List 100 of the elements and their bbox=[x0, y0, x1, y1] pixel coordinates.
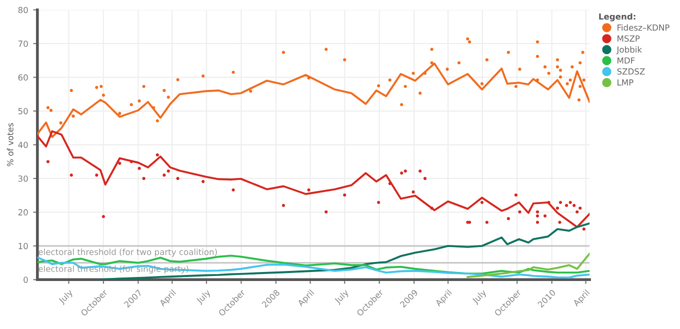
point bbox=[558, 68, 562, 72]
point bbox=[430, 48, 434, 51]
point bbox=[577, 98, 581, 102]
point bbox=[446, 68, 449, 71]
point bbox=[412, 72, 415, 75]
point bbox=[518, 68, 522, 71]
point bbox=[547, 72, 550, 75]
point bbox=[282, 50, 286, 54]
point bbox=[468, 40, 472, 44]
point bbox=[377, 84, 380, 88]
point bbox=[430, 61, 434, 64]
point bbox=[558, 220, 562, 224]
point bbox=[568, 78, 572, 82]
y-tick-label: 20 bbox=[18, 209, 28, 216]
point bbox=[558, 200, 562, 204]
point bbox=[324, 48, 328, 51]
legend-title: Legend: bbox=[599, 13, 636, 22]
point bbox=[466, 37, 470, 40]
point bbox=[176, 176, 180, 180]
point bbox=[578, 84, 582, 88]
point bbox=[49, 108, 53, 112]
point bbox=[556, 206, 560, 210]
point bbox=[457, 61, 461, 64]
legend-label: LMP bbox=[618, 79, 634, 86]
point bbox=[307, 188, 310, 192]
point bbox=[582, 228, 586, 231]
y-tick-label: 0 bbox=[24, 276, 28, 283]
point bbox=[536, 220, 540, 224]
point bbox=[564, 204, 568, 208]
point bbox=[536, 54, 540, 58]
line-series bbox=[466, 252, 590, 278]
point bbox=[102, 94, 105, 97]
point bbox=[70, 88, 73, 92]
point bbox=[418, 92, 422, 95]
point bbox=[118, 162, 122, 165]
point bbox=[566, 82, 569, 86]
point bbox=[485, 220, 488, 224]
point bbox=[162, 174, 166, 177]
point bbox=[480, 82, 484, 86]
point bbox=[59, 121, 62, 124]
point bbox=[377, 200, 380, 204]
point bbox=[142, 176, 146, 180]
point bbox=[418, 170, 422, 173]
point bbox=[72, 114, 75, 118]
y-tick-label: 80 bbox=[18, 6, 28, 14]
y-tick-label: 40 bbox=[18, 142, 28, 148]
legend-label: MSZP bbox=[618, 35, 640, 42]
legend-label: Fidesz–KDNP bbox=[618, 24, 670, 31]
y-tick-label: 10 bbox=[18, 242, 28, 250]
point bbox=[202, 74, 205, 78]
point bbox=[100, 84, 103, 88]
point bbox=[156, 153, 159, 156]
point bbox=[232, 70, 235, 74]
point bbox=[166, 96, 170, 99]
point bbox=[543, 65, 547, 68]
point bbox=[536, 40, 540, 44]
line-series bbox=[37, 62, 590, 138]
point bbox=[400, 103, 404, 106]
point bbox=[506, 50, 510, 54]
point bbox=[156, 119, 159, 122]
line-series bbox=[37, 130, 590, 228]
point bbox=[142, 84, 146, 88]
legend-label: MDF bbox=[618, 57, 635, 64]
point bbox=[138, 99, 141, 102]
point bbox=[46, 106, 50, 110]
point bbox=[578, 61, 582, 64]
point bbox=[485, 58, 488, 62]
point bbox=[506, 217, 510, 220]
point bbox=[282, 204, 286, 208]
point bbox=[536, 210, 540, 214]
point bbox=[518, 210, 522, 214]
point bbox=[95, 86, 98, 89]
point bbox=[480, 200, 484, 204]
point bbox=[514, 84, 518, 88]
point bbox=[423, 176, 427, 180]
point bbox=[412, 190, 415, 194]
point bbox=[576, 210, 579, 214]
point bbox=[558, 75, 562, 79]
y-tick-label: 60 bbox=[18, 74, 28, 81]
point bbox=[343, 193, 346, 197]
point bbox=[578, 206, 582, 210]
point bbox=[166, 170, 170, 173]
y-tick-label: 30 bbox=[18, 175, 28, 182]
y-tick-label: 70 bbox=[18, 40, 28, 47]
point bbox=[556, 58, 560, 62]
point bbox=[568, 200, 572, 204]
point bbox=[202, 180, 205, 184]
point bbox=[581, 50, 584, 54]
point bbox=[404, 84, 407, 88]
point bbox=[176, 78, 180, 82]
point bbox=[343, 58, 346, 62]
point bbox=[388, 78, 392, 82]
point bbox=[162, 88, 166, 92]
point bbox=[572, 204, 576, 208]
point bbox=[582, 78, 586, 82]
legend-label: Jobbik bbox=[616, 46, 642, 54]
point bbox=[249, 90, 252, 93]
point bbox=[536, 214, 540, 218]
y-axis-title: % of votes bbox=[6, 123, 14, 166]
point bbox=[138, 166, 141, 170]
